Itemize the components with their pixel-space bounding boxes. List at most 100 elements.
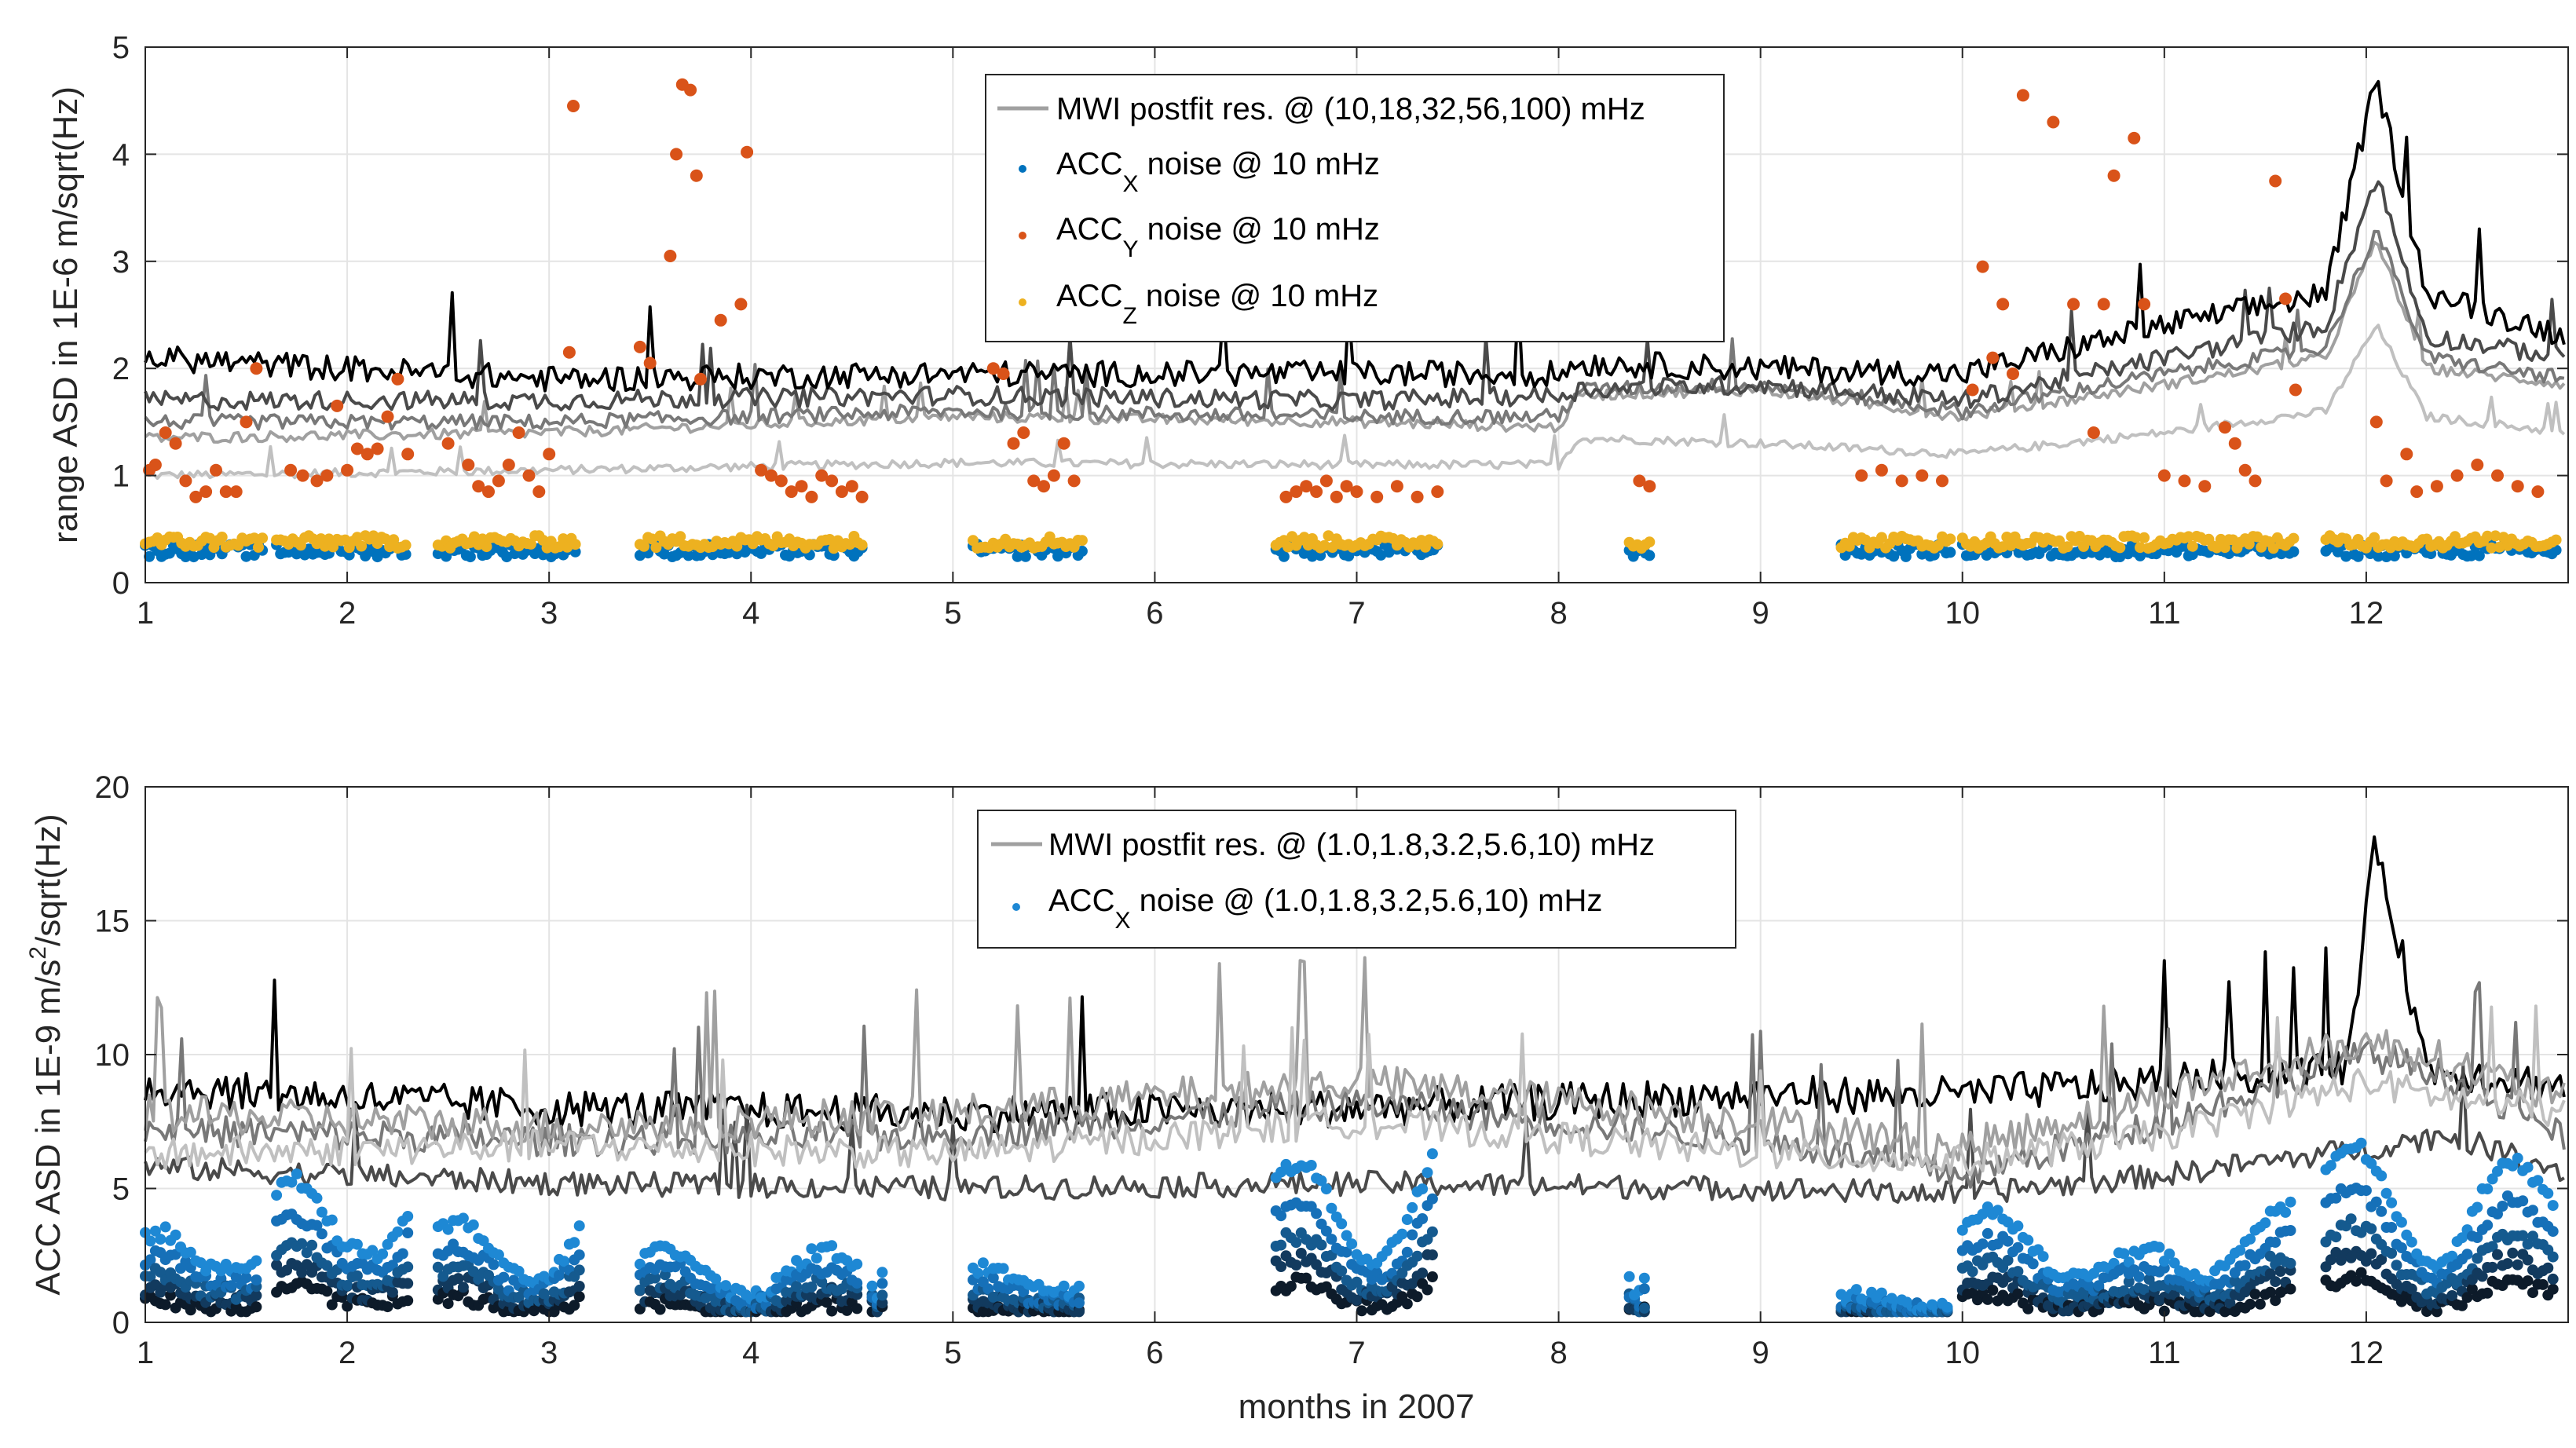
acc-point [2027,1258,2039,1270]
acc-point [1396,1228,1408,1240]
accy-point [2269,174,2282,188]
accz-point [1875,532,1887,543]
acc-point [1981,1227,1993,1239]
bottom-x-tick-label: 8 [1550,1336,1567,1370]
acc-point [791,1281,803,1293]
accy-point [1431,485,1444,499]
acc-point [145,1254,156,1266]
accy-point [1017,426,1030,439]
acc-point [321,1260,333,1271]
acc-point [1320,1183,1332,1195]
accz-point [2139,532,2150,543]
acc-point [1320,1225,1332,1237]
acc-point [710,1273,722,1285]
accy-point [320,469,334,482]
accy-point [684,83,697,97]
acc-point [2285,1225,2296,1236]
top-y-tick-label: 4 [112,137,130,172]
acc-point [170,1229,181,1241]
acc-point [251,1274,262,1285]
acc-point [457,1212,469,1224]
bottom-legend-acc-label: ACCX noise @ (1.0,1.8,3.2,5.6,10) mHz [1048,883,1602,934]
accz-point [650,542,662,554]
acc-point [2517,1230,2529,1241]
accz-point [675,531,686,543]
acc-point [2547,1251,2559,1263]
accz-point [2215,533,2227,545]
accz-point [2369,532,2380,543]
bottom-legend: MWI postfit res. @ (1.0,1.8,3.2,5.6,10) … [977,810,1736,949]
accz-point [2062,541,2073,553]
acc-point [2517,1195,2529,1207]
acc-point [1381,1245,1393,1256]
acc-point [2532,1175,2544,1187]
accx-point [441,550,452,562]
accz-point [2135,542,2146,554]
accy-point [502,459,515,471]
acc-point [2461,1249,2473,1260]
accy-point [2138,298,2151,311]
acc-point [1987,1285,1999,1296]
accz-point [1932,539,1944,551]
accx-point [1019,550,1031,562]
acc-point [2264,1268,2276,1280]
bottom-series-line-5 [144,1004,2566,1177]
accy-point [670,148,683,161]
accy-point [472,480,485,493]
accy-point [845,480,858,493]
acc-point [2492,1208,2503,1219]
acc-point [2376,1254,2388,1265]
acc-point [1326,1202,1337,1214]
accy-point [2380,474,2393,488]
accy-point [441,437,455,450]
acc-point [977,1257,989,1269]
accy-point [1643,480,1656,493]
acc-point [402,1295,414,1307]
accx-point [1945,547,1956,558]
accy-point [1966,383,1979,397]
acc-point [271,1190,283,1201]
accy-point [986,362,1000,375]
acc-point [1275,1261,1287,1272]
acc-point [1967,1266,1978,1278]
accy-point [1916,469,1929,482]
accx-point [360,550,371,561]
accy-point [512,426,525,439]
acc-point [876,1289,888,1301]
acc-point [826,1305,838,1317]
acc-point [573,1220,585,1232]
acc-point [2234,1245,2246,1256]
acc-point [149,1225,161,1237]
accy-point [1633,474,1646,488]
acc-point [2259,1217,2271,1229]
accy-point [835,485,848,499]
acc-point [1315,1175,1327,1187]
acc-point [316,1228,327,1240]
acc-point [554,1270,565,1282]
bottom-x-tick-label: 6 [1146,1336,1163,1370]
acc-point [573,1281,585,1292]
accy-point [562,346,576,359]
acc-point [2492,1165,2503,1177]
acc-point [2406,1283,2417,1295]
bottom-legend-acc-swatch [1012,903,1020,911]
acc-point [2351,1275,2362,1287]
acc-point [2512,1259,2523,1271]
acc-point [2457,1232,2468,1244]
accy-point [148,459,162,471]
accy-point [189,490,203,503]
accy-point [1037,480,1050,493]
acc-point [1638,1302,1650,1314]
accy-point [2238,463,2252,477]
acc-point [1411,1250,1423,1262]
accy-point [2047,115,2060,129]
accy-point [785,485,798,499]
acc-point [195,1257,207,1269]
acc-point [2239,1260,2251,1271]
acc-point [987,1272,999,1284]
acc-point [1058,1280,1070,1292]
acc-point [876,1267,888,1278]
acc-point [386,1286,398,1298]
accy-point [229,485,243,499]
